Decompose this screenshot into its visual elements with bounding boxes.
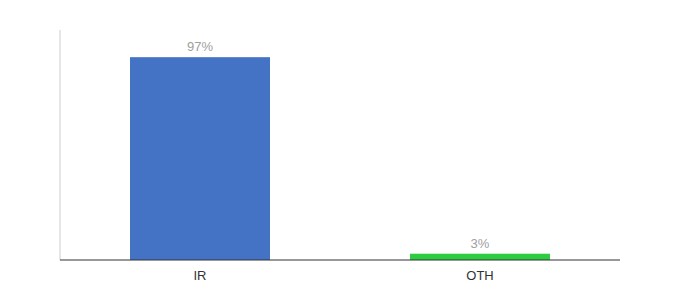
bar xyxy=(410,254,550,260)
x-axis-line xyxy=(60,259,620,260)
y-axis-line xyxy=(60,30,61,260)
x-tick-label: OTH xyxy=(466,268,493,283)
data-label: 3% xyxy=(471,236,490,251)
bars xyxy=(130,57,550,260)
chart-container: IR OTH 97% 3% xyxy=(0,0,680,300)
bar xyxy=(130,57,270,260)
chart-svg: IR OTH 97% 3% xyxy=(0,0,680,300)
x-tick-label: IR xyxy=(194,268,207,283)
data-label: 97% xyxy=(187,39,213,54)
